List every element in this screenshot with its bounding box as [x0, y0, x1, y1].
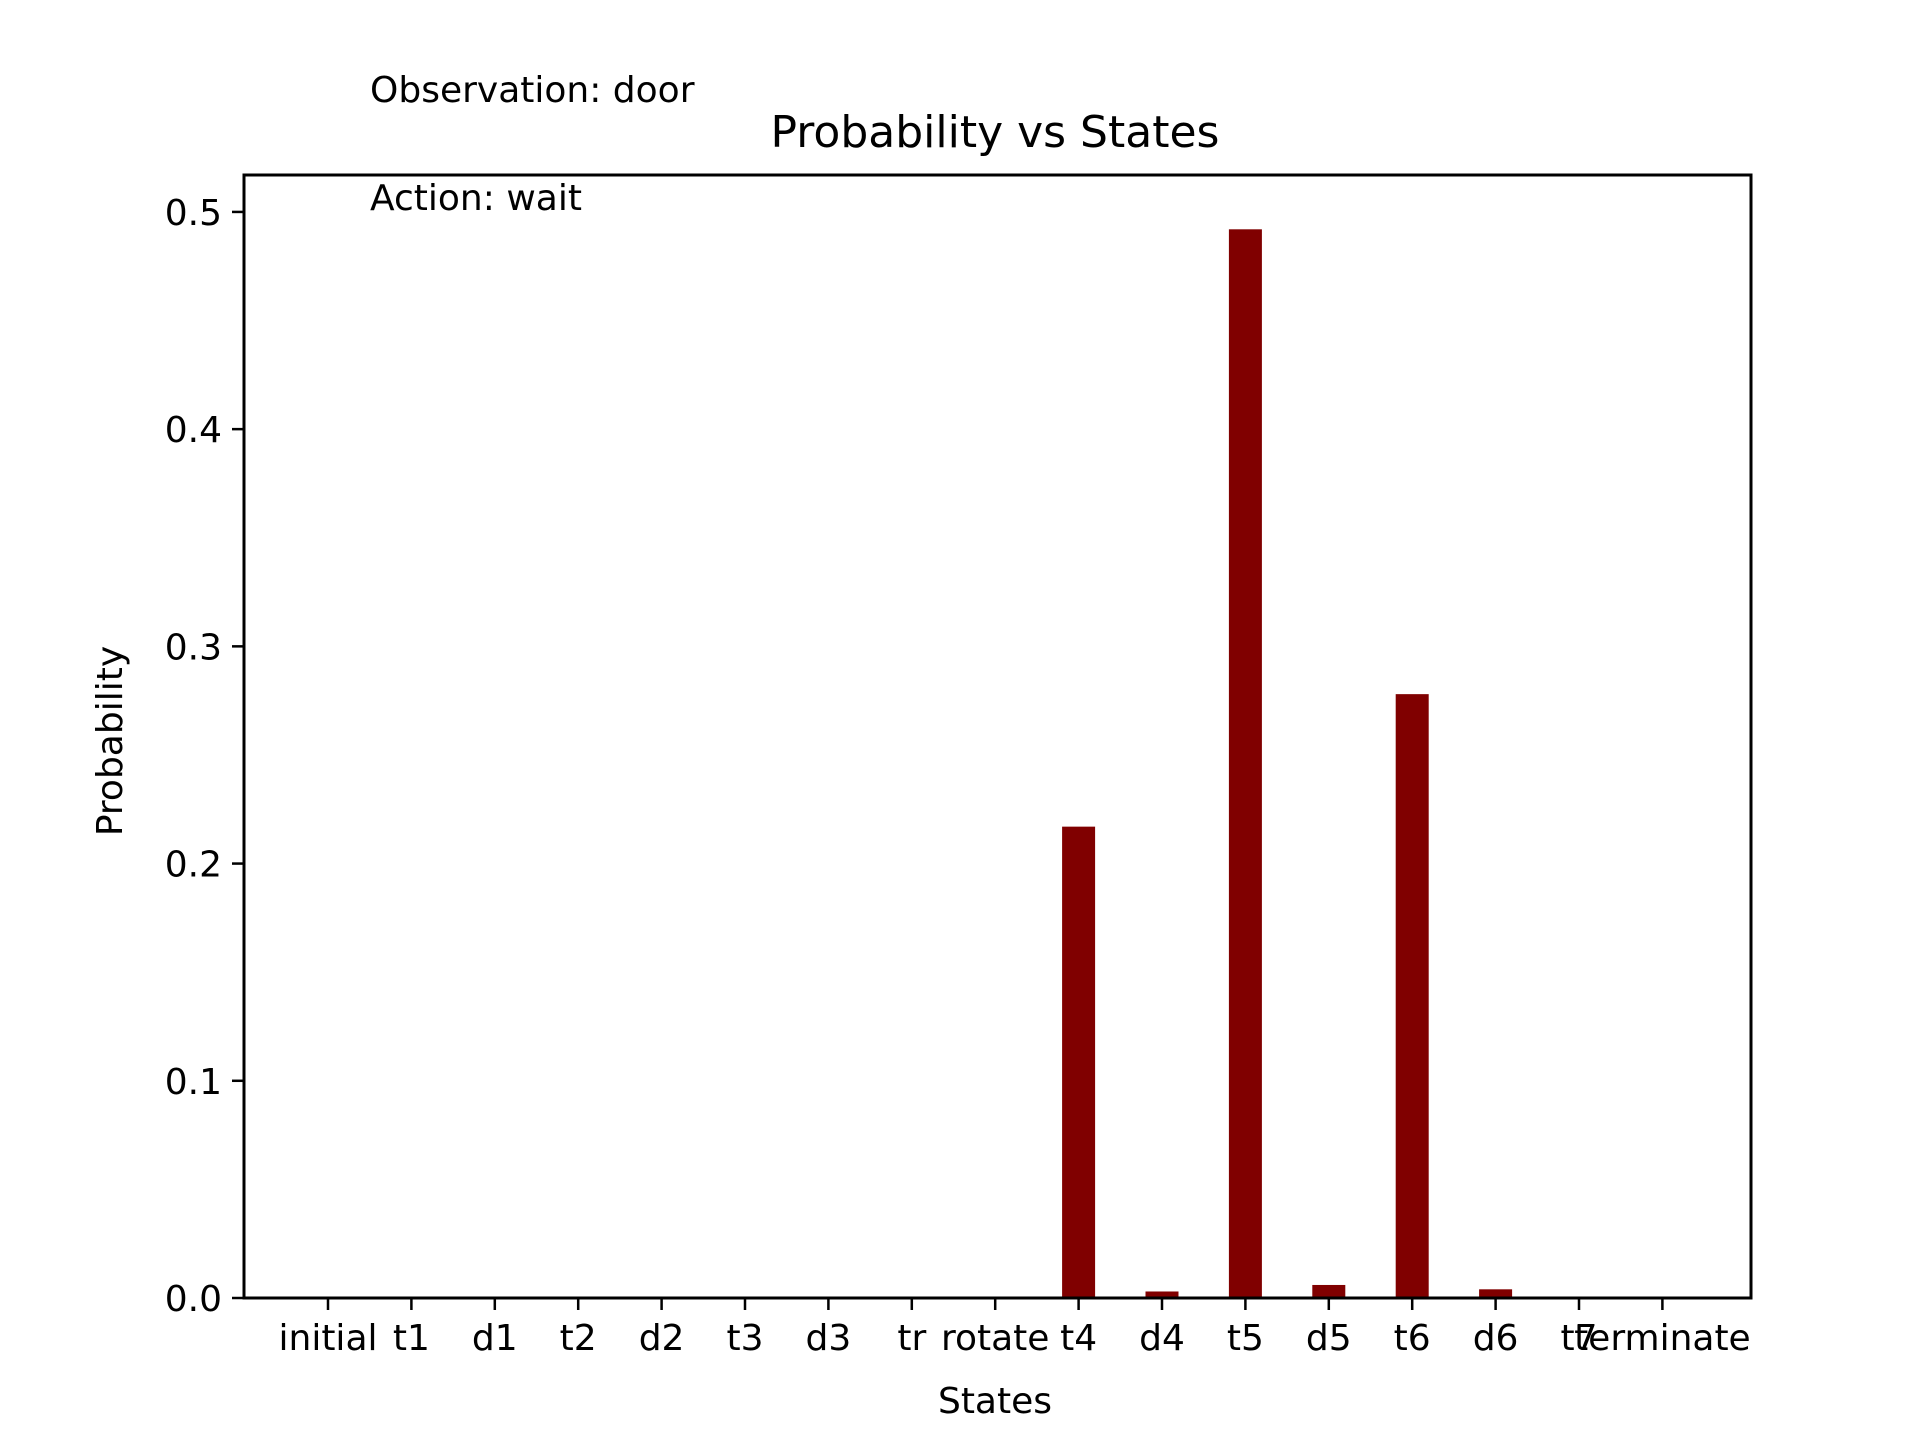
x-tick-label: t4	[1060, 1318, 1097, 1359]
x-tick-label: rotate	[941, 1318, 1049, 1359]
plot-frame	[242, 173, 1753, 1300]
x-tick-label: d5	[1306, 1318, 1352, 1359]
x-tick-label: d2	[639, 1318, 685, 1359]
bar	[1395, 694, 1429, 1298]
y-tick-label: 0.3	[165, 627, 222, 668]
x-tick-label: d1	[472, 1318, 518, 1359]
y-tick-label: 0.4	[165, 410, 222, 451]
bar	[1312, 1284, 1346, 1298]
y-tick-label: 0.0	[165, 1279, 222, 1320]
bars	[1062, 229, 1513, 1298]
x-tick-label: d6	[1473, 1318, 1519, 1359]
bar	[1479, 1289, 1513, 1298]
x-tick-label: initial	[279, 1318, 378, 1359]
x-tick-label: d4	[1139, 1318, 1185, 1359]
x-tick-label: tr	[897, 1318, 926, 1359]
bar	[1228, 229, 1262, 1298]
x-tick-label: t1	[393, 1318, 430, 1359]
y-axis-ticks: 0.0 0.1 0.2 0.3 0.4 0.5	[165, 193, 244, 1320]
x-tick-label: t3	[726, 1318, 763, 1359]
x-tick-label: t7	[1560, 1318, 1597, 1359]
y-tick-label: 0.5	[165, 193, 222, 234]
x-tick-label: t5	[1227, 1318, 1264, 1359]
y-tick-label: 0.2	[165, 845, 222, 886]
observation-annotation: Observation: door	[370, 70, 695, 111]
bar	[1062, 826, 1096, 1298]
chart-title: Probability vs States	[771, 107, 1220, 158]
x-tick-label: d3	[806, 1318, 852, 1359]
x-tick-label: t2	[560, 1318, 597, 1359]
x-axis-ticks: initial t1 d1 t2 d2 t3 d3 tr rotate t4 d4 t5 d5 t6 d6 t…	[279, 1298, 1751, 1359]
x-axis-label: States	[938, 1381, 1052, 1422]
y-tick-label: 0.1	[165, 1062, 222, 1103]
bar	[1145, 1291, 1179, 1298]
x-tick-label: terminate	[1574, 1318, 1751, 1359]
action-annotation: Action: wait	[370, 178, 582, 219]
y-axis-label: Probability	[90, 646, 131, 836]
x-tick-label: t6	[1394, 1318, 1431, 1359]
